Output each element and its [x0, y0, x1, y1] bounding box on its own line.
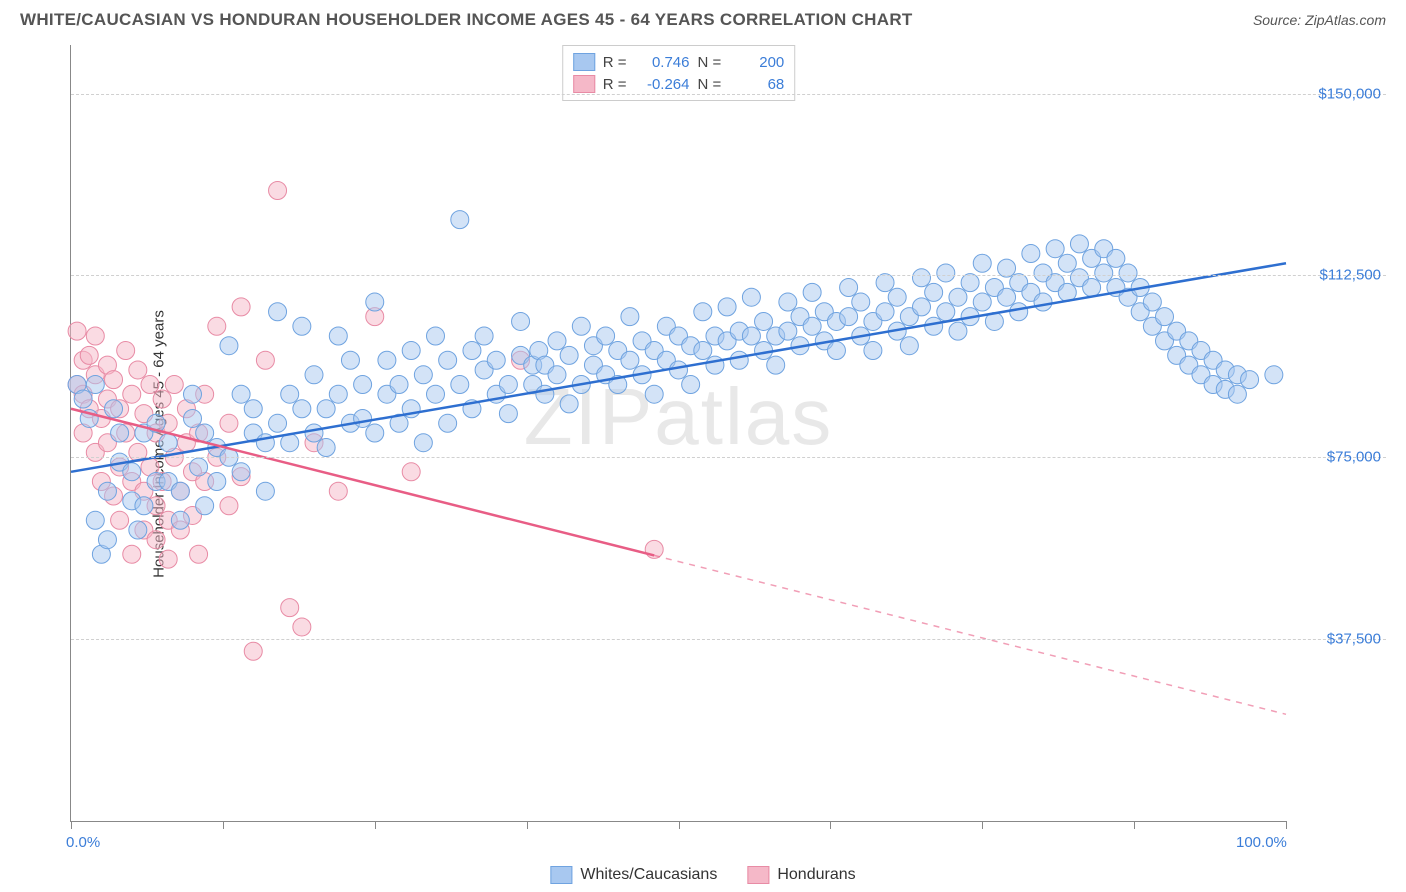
legend-item-hondurans: Hondurans [747, 866, 855, 884]
y-tick-label: $37,500 [1327, 631, 1381, 648]
swatch-whites [573, 53, 595, 71]
stat-n-label: N = [698, 76, 722, 93]
y-tick-label: $75,000 [1327, 449, 1381, 466]
chart-title: WHITE/CAUCASIAN VS HONDURAN HOUSEHOLDER … [20, 10, 913, 30]
source-value: ZipAtlas.com [1305, 12, 1386, 28]
stats-row-whites: R = 0.746 N = 200 [573, 51, 785, 73]
y-tick-label: $112,500 [1320, 267, 1381, 284]
bottom-legend: Whites/Caucasians Hondurans [550, 866, 855, 884]
x-tick-label: 0.0% [66, 834, 100, 851]
legend-item-whites: Whites/Caucasians [550, 866, 717, 884]
y-tick-label: $150,000 [1318, 85, 1381, 102]
stat-n-value-hondurans: 68 [729, 76, 784, 93]
stat-r-value-hondurans: -0.264 [635, 76, 690, 93]
stat-n-label: N = [698, 54, 722, 71]
stat-r-label: R = [603, 76, 627, 93]
legend-swatch-whites [550, 866, 572, 884]
chart-header: WHITE/CAUCASIAN VS HONDURAN HOUSEHOLDER … [0, 0, 1406, 30]
stat-n-value-whites: 200 [729, 54, 784, 71]
legend-label-whites: Whites/Caucasians [580, 866, 717, 884]
swatch-hondurans [573, 75, 595, 93]
scatter-svg [71, 45, 1286, 821]
chart-area: Householder Income Ages 45 - 64 years ZI… [50, 45, 1386, 842]
source-attribution: Source: ZipAtlas.com [1253, 12, 1386, 28]
stat-r-value-whites: 0.746 [635, 54, 690, 71]
stat-r-label: R = [603, 54, 627, 71]
x-tick-label: 100.0% [1236, 834, 1287, 851]
plot-region: ZIPatlas R = 0.746 N = 200 R = -0.264 N … [70, 45, 1286, 822]
legend-label-hondurans: Hondurans [777, 866, 855, 884]
stats-row-hondurans: R = -0.264 N = 68 [573, 73, 785, 95]
legend-swatch-hondurans [747, 866, 769, 884]
source-label: Source: [1253, 12, 1305, 28]
